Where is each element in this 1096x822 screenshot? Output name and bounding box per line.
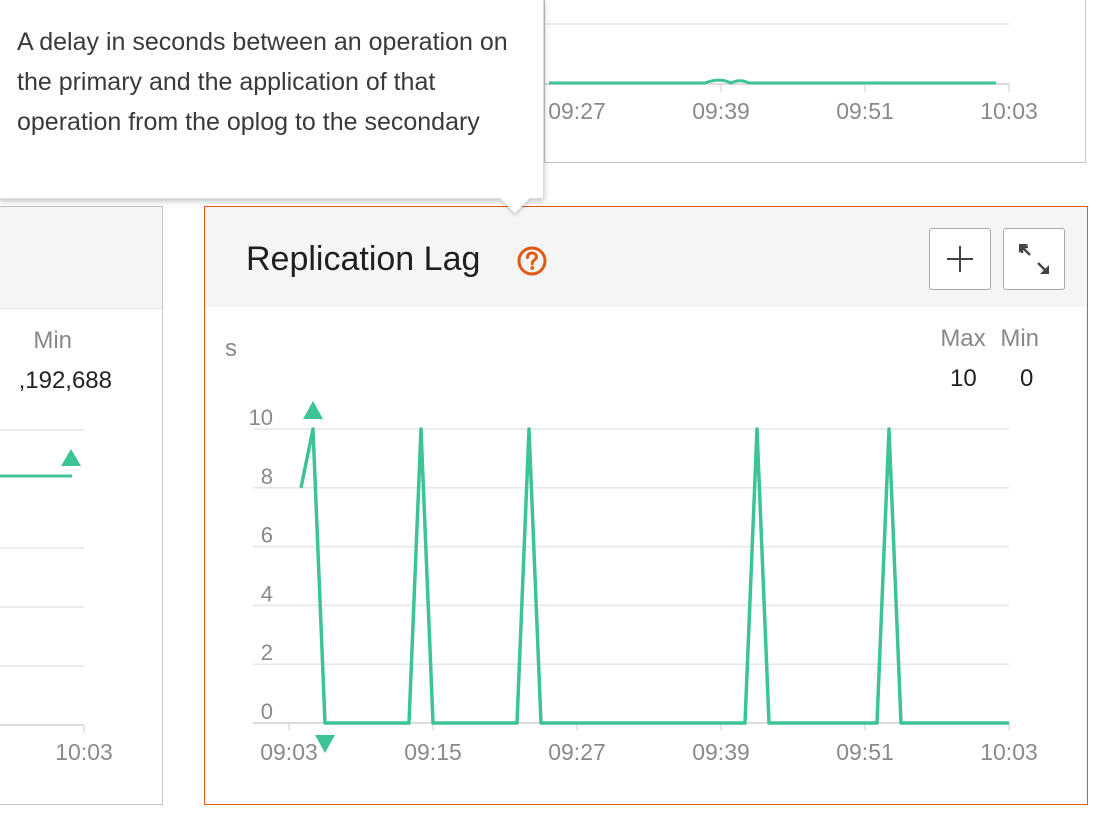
plus-icon (947, 246, 973, 272)
min-label: Min (1000, 325, 1039, 352)
max-marker-icon (303, 401, 323, 419)
top-series-line (549, 78, 996, 85)
chart-title: Replication Lag (246, 240, 481, 278)
add-chart-button[interactable] (929, 228, 991, 290)
x-tick-label: 09:39 (692, 739, 750, 765)
replication-lag-plot: 10 8 6 4 2 0 09:03 09:15 09:27 09:39 09:51 10:03 (249, 401, 1038, 765)
tooltip-text: A delay in seconds between an operation … (17, 28, 508, 136)
x-tick-label: 09:51 (836, 98, 894, 124)
help-tooltip: A delay in seconds between an operation … (0, 0, 544, 214)
max-label: Max (940, 325, 986, 352)
y-tick-label: 0 (261, 699, 273, 724)
expand-icon (1019, 244, 1049, 274)
opcounters-chart-card: 09:27 09:39 09:51 10:03 (544, 0, 1086, 163)
max-marker-icon (61, 449, 81, 466)
x-tick-label: 10:03 (980, 98, 1038, 124)
y-tick-label: 10 (249, 405, 273, 430)
left-min-value: ,192,688 (18, 367, 112, 394)
y-tick-label: 8 (261, 464, 273, 489)
x-tick-label: 10:03 (980, 739, 1038, 765)
help-icon[interactable] (517, 246, 547, 276)
x-tick-label: 10:03 (55, 739, 113, 765)
top-chart-svg: 09:27 09:39 09:51 10:03 (545, 23, 1038, 124)
y-tick-label: 6 (261, 523, 273, 548)
x-tick-label: 09:27 (548, 98, 606, 124)
left-chart-svg: 10:03 (0, 429, 113, 765)
left-chart-card: Min ,192,688 10:03 (0, 206, 163, 805)
unit-label: s (225, 335, 237, 362)
x-tick-label: 09:15 (404, 739, 462, 765)
x-axis-ticks: 09:03 09:15 09:27 09:39 09:51 10:03 (260, 723, 1038, 765)
stat-labels: Max Min (932, 325, 1039, 353)
min-value: 0 (1020, 365, 1034, 392)
max-value: 10 (950, 365, 977, 392)
x-tick-label: 09:27 (548, 739, 606, 765)
y-axis-ticks: 10 8 6 4 2 0 (249, 405, 273, 724)
left-min-label: Min (33, 327, 72, 354)
y-tick-label: 2 (261, 640, 273, 665)
left-card-header (0, 207, 162, 309)
expand-chart-button[interactable] (1003, 228, 1065, 290)
x-tick-label: 09:51 (836, 739, 894, 765)
x-tick-label: 09:03 (260, 739, 318, 765)
min-marker-icon (315, 735, 335, 753)
replication-lag-series-line (299, 427, 1009, 725)
y-tick-label: 4 (261, 581, 273, 606)
replication-lag-chart-card: Replication Lag s Max Min 10 0 10 8 6 4 2 0 0… (204, 206, 1088, 805)
x-tick-label: 09:39 (692, 98, 750, 124)
